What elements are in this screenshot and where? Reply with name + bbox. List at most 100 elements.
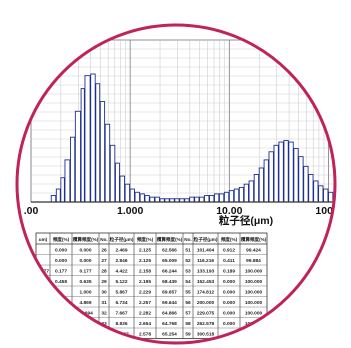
histogram-bar [104, 123, 111, 203]
table-cell: 0.000 [79, 248, 91, 254]
table-cell: 62.566 [162, 248, 177, 254]
table-cell: 64.768 [162, 321, 177, 327]
table-header-cell: 頻度(%) [53, 236, 70, 243]
table-cell: 52 [185, 258, 191, 264]
table-header-cell: 積算頻度(%) [72, 236, 99, 243]
table-cell: 0.458 [55, 279, 67, 285]
table-cell: 0.000 [79, 258, 91, 264]
histogram-bar [318, 185, 324, 203]
histogram-bars [50, 73, 335, 203]
table-header-cell: No. [184, 237, 191, 242]
histogram-bar [144, 195, 150, 203]
histogram-bar [293, 148, 299, 203]
table-cell: 2.158 [139, 269, 151, 275]
table-cell: 0.177 [55, 269, 67, 275]
table-cell: 262.578 [197, 321, 215, 327]
table-cell: 2.125 [139, 248, 151, 254]
table-header-cell: 頻度(%) [221, 236, 238, 243]
histogram-bar [228, 190, 235, 203]
table-cell: 8.836 [115, 321, 127, 327]
table-cell: 0.635 [79, 279, 91, 285]
table-cell: 65.254 [162, 332, 177, 338]
x-tick-label: 100.0 [315, 205, 341, 217]
table-cell: 7.667 [115, 311, 127, 317]
table-cell: 64.866 [162, 311, 177, 317]
histogram-bar [109, 144, 116, 203]
table-cell: 55 [185, 290, 191, 296]
table-cell: 0.177 [79, 269, 91, 275]
table-cell: 53 [185, 269, 191, 275]
table-header-cell: 粒子径(μm) [110, 236, 134, 243]
histogram-bar [303, 165, 309, 203]
histogram-bar [194, 196, 200, 203]
histogram-bar [154, 196, 160, 203]
histogram-bar [268, 151, 274, 203]
table-cell: 2.846 [115, 258, 127, 264]
histogram-bar [308, 174, 314, 203]
table-cell: 0.000 [55, 258, 67, 264]
table-cell: 28 [101, 269, 107, 275]
data-table: um) 頻度(%) 積算頻度(%) No. 粒子径(μm) 頻度(%) 積算頻度(%) No.… [35, 232, 268, 339]
table-cell: 100.000 [245, 311, 263, 317]
histogram-bar [253, 174, 260, 203]
table-cell: 0.411 [223, 258, 235, 264]
table-cell: 133.193 [197, 269, 215, 275]
histogram-bar [64, 159, 71, 203]
histogram-bar [298, 156, 304, 203]
histogram-bar [124, 183, 131, 203]
histogram-bar [74, 110, 81, 203]
histogram-bar [80, 88, 85, 203]
table-cell: 59 [185, 332, 191, 338]
table-cell: 4.869 [79, 300, 91, 306]
table-cell: 32 [101, 311, 107, 317]
table-cell: 0.000 [223, 321, 235, 327]
histogram-bar [99, 101, 106, 203]
table-cell: 100.000 [245, 290, 263, 296]
table-cell: 0.000 [223, 279, 235, 285]
table-cell: 56 [185, 300, 191, 306]
histogram-bar [134, 191, 140, 203]
histogram-bar [90, 73, 96, 203]
table-cell: 69.644 [162, 300, 177, 306]
table-header-cell: 粒子径(μm) [194, 236, 218, 243]
table-header-cell: um) [39, 237, 48, 242]
table-header-cell: No. [100, 237, 107, 242]
histogram-bar [313, 180, 319, 203]
table-cell: 2.195 [139, 279, 151, 285]
table-cell: 200.000 [197, 300, 215, 306]
histogram-bar [278, 141, 284, 203]
table-cell: 0.000 [223, 300, 235, 306]
table-cell: 30 [101, 290, 107, 296]
table-cell: 0.000 [223, 311, 235, 317]
table-header-cell: 積算頻度(%) [240, 236, 267, 243]
histogram-bar [50, 195, 57, 203]
histogram-bar [55, 188, 61, 203]
table-cell: 68.439 [162, 279, 177, 285]
table-cell: 1.000 [79, 290, 91, 296]
table-cell: 51 [185, 248, 191, 254]
histogram-bar [218, 193, 225, 203]
histogram-bar [233, 188, 240, 203]
table-cell: 2.125 [139, 258, 151, 264]
histogram-bar [139, 193, 145, 203]
histogram-bar [149, 196, 155, 203]
table-cell: 57 [185, 311, 191, 317]
histogram-bar [70, 136, 76, 203]
table-cell: 5.867 [115, 290, 127, 296]
table-cell: 4.422 [115, 269, 127, 275]
histogram-bar [258, 167, 264, 203]
table-cell: 6.734 [115, 300, 127, 306]
table-cell: 2.282 [139, 311, 151, 317]
table-cell: 100.000 [245, 300, 263, 306]
table-cell: 152.453 [197, 279, 215, 285]
table-cell: 0.189 [223, 269, 235, 275]
table-cell: 99.424 [246, 248, 261, 254]
table-cell: 29 [101, 279, 107, 285]
histogram-bar [263, 159, 269, 203]
table-cell: 2.654 [139, 321, 151, 327]
table-cell: 2.578 [139, 332, 151, 338]
table-cell: 58 [185, 321, 191, 327]
table-cell: 0.000 [55, 248, 67, 254]
table-cell: 300.518 [197, 332, 215, 338]
table-cell: 2.469 [115, 248, 127, 254]
